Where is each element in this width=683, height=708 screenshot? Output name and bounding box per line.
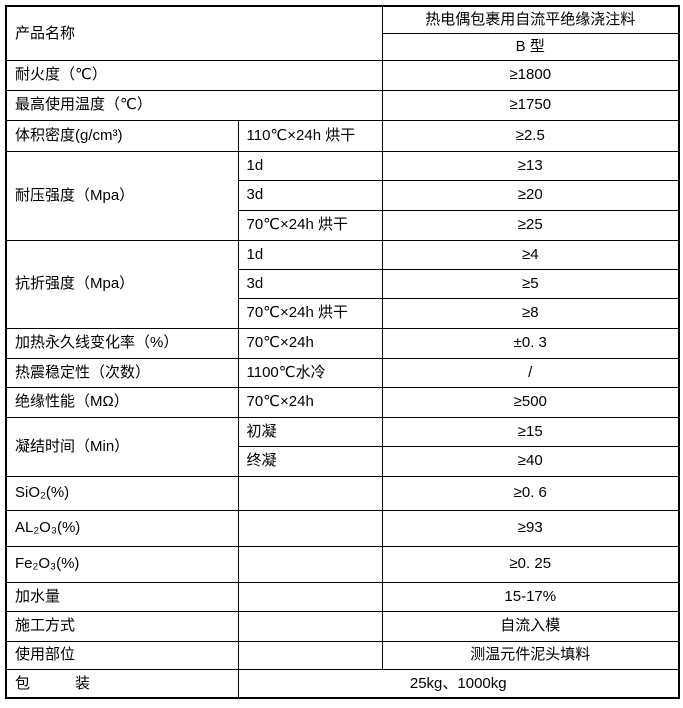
table-row: 抗折强度（Mpa） 1d ≥4 [5,239,680,329]
row-condition: 1100℃水冷 [237,357,383,388]
row-label: 体积密度(g/cm³) [5,119,239,152]
row-condition [237,475,383,511]
row-value: ≥0. 25 [381,545,680,583]
row-label: 耐火度（℃） [5,59,383,91]
row-label: 施工方式 [5,610,239,642]
row-label: AL₂O₃(%) [5,509,239,547]
row-value: 测温元件泥头填料 [381,640,680,670]
table-row: 加热永久线变化率（%） 70℃×24h ±0. 3 [5,327,680,359]
row-condition: 3d [237,179,383,211]
row-label: 加热永久线变化率（%） [5,327,239,359]
table-row: 70℃×24h 烘干 ≥8 [6,297,680,329]
row-condition [237,581,383,612]
row-value: ≥1800 [381,59,680,91]
row-value: 15-17% [381,581,680,612]
row-value: ≥4 [381,239,680,270]
row-condition: 110℃×24h 烘干 [237,119,383,152]
row-condition: 终凝 [237,445,383,477]
table-row: 最高使用温度（℃） ≥1750 [5,89,680,121]
product-name-label: 产品名称 [5,5,383,61]
table-row: 耐压强度（Mpa） 1d ≥13 [5,150,680,241]
row-label: SiO₂(%) [5,475,239,511]
table-row: 凝结时间（Min） 初凝 ≥15 [5,416,680,477]
row-label: 抗折强度（Mpa） [5,239,239,329]
row-value: ≥40 [381,445,680,477]
row-label: 绝缘性能（MΩ） [5,386,239,418]
row-value: ≥15 [381,416,680,447]
table-row: B 型 [6,32,680,61]
row-label: 凝结时间（Min） [5,416,239,477]
row-label: 耐压强度（Mpa） [5,150,239,241]
row-condition: 70℃×24h 烘干 [237,297,383,329]
product-title: 热电偶包裹用自流平绝缘浇注料 [381,5,680,34]
row-condition [237,610,383,642]
row-label: 加水量 [5,581,239,612]
row-condition: 1d [237,150,383,181]
row-value: ±0. 3 [381,327,680,359]
row-condition [237,545,383,583]
row-value: ≥1750 [381,89,680,121]
table-row: 终凝 ≥40 [6,445,680,477]
table-row: 3d ≥5 [6,268,680,299]
table-row: SiO₂(%) ≥0. 6 [5,475,680,511]
row-value: ≥0. 6 [381,475,680,511]
row-value: ≥8 [381,297,680,329]
product-model: B 型 [381,32,680,61]
row-value: 自流入模 [381,610,680,642]
row-label: 热震稳定性（次数） [5,357,239,388]
row-value: / [381,357,680,388]
table-row: 加水量 15-17% [5,581,680,612]
table-row: 耐火度（℃） ≥1800 [5,59,680,91]
row-condition: 70℃×24h [237,327,383,359]
row-value: ≥25 [381,209,680,241]
row-condition: 70℃×24h 烘干 [237,209,383,241]
table-row: 热震稳定性（次数） 1100℃水冷 / [5,357,680,388]
product-spec-table: 产品名称 热电偶包裹用自流平绝缘浇注料 B 型 耐火度（℃） ≥1800 最高使… [5,5,681,699]
row-label: 最高使用温度（℃） [5,89,383,121]
row-condition: 3d [237,268,383,299]
row-condition [237,640,383,670]
row-value: ≥93 [381,509,680,547]
row-condition: 70℃×24h [237,386,383,418]
table-row: 70℃×24h 烘干 ≥25 [6,209,680,241]
row-condition: 1d [237,239,383,270]
table-row: 包 装 25kg、1000kg [5,668,680,699]
row-label: 使用部位 [5,640,239,670]
row-label: 包 装 [5,668,239,699]
table-row: 绝缘性能（MΩ） 70℃×24h ≥500 [5,386,680,418]
table-row: AL₂O₃(%) ≥93 [5,509,680,547]
table-row: Fe₂O₃(%) ≥0. 25 [5,545,680,583]
table-row: 使用部位 测温元件泥头填料 [5,640,680,670]
row-value: ≥13 [381,150,680,181]
table-row: 产品名称 热电偶包裹用自流平绝缘浇注料 [5,5,680,61]
row-value: ≥2.5 [381,119,680,152]
table-row: 体积密度(g/cm³) 110℃×24h 烘干 ≥2.5 [5,119,680,152]
row-condition: 初凝 [237,416,383,447]
row-value: ≥500 [381,386,680,418]
row-value: 25kg、1000kg [237,668,680,699]
row-label: Fe₂O₃(%) [5,545,239,583]
row-value: ≥5 [381,268,680,299]
table-row: 施工方式 自流入模 [5,610,680,642]
row-value: ≥20 [381,179,680,211]
row-condition [237,509,383,547]
